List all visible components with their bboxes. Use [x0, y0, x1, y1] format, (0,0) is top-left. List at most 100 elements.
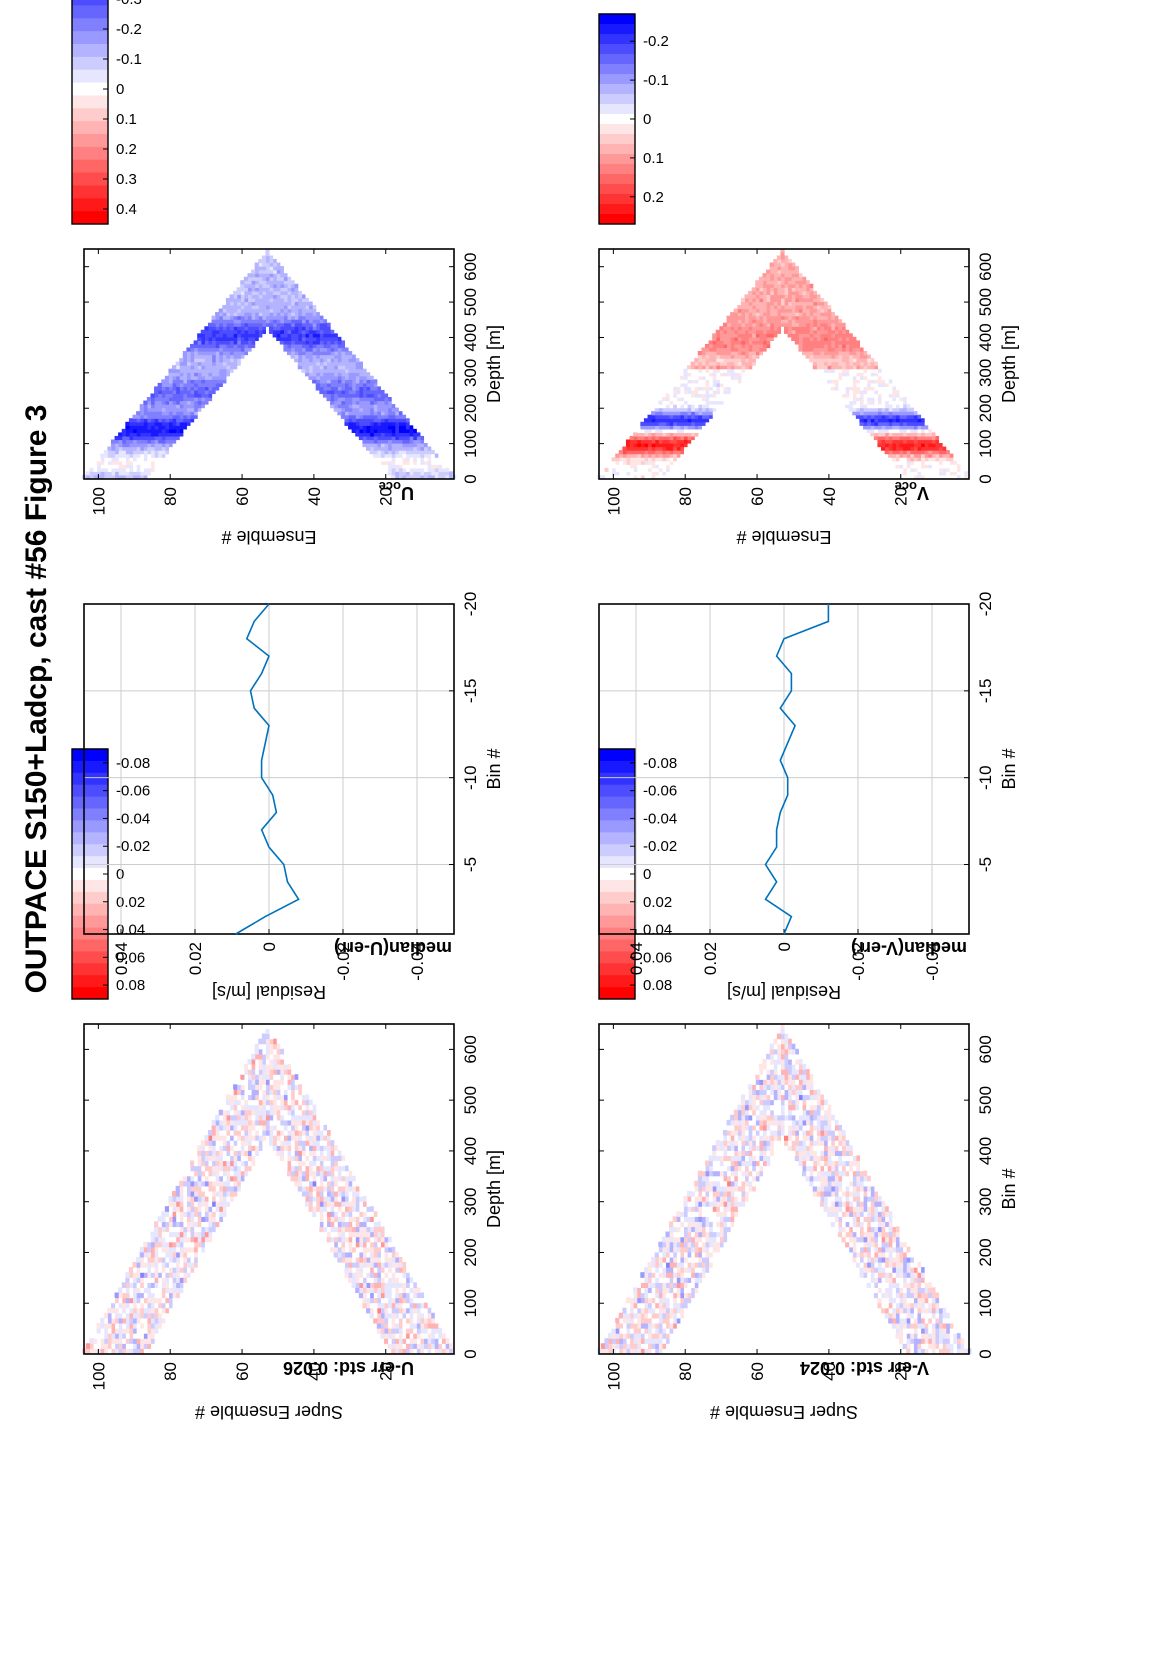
heatmap-cell: [200, 1206, 205, 1212]
heatmap-cell: [179, 414, 184, 419]
heatmap-cell: [114, 1333, 119, 1339]
heatmap-cell: [330, 351, 335, 356]
heatmap-cell: [866, 1211, 871, 1217]
heatmap-cell: [182, 368, 187, 373]
heatmap-cell: [103, 457, 108, 462]
heatmap-cell: [297, 319, 302, 324]
heatmap-cell: [877, 1196, 882, 1202]
heatmap-cell: [877, 1256, 882, 1263]
heatmap-cell: [283, 1109, 288, 1116]
heatmap-cell: [841, 1130, 846, 1136]
heatmap-cell: [247, 319, 252, 324]
heatmap-cell: [376, 443, 381, 448]
heatmap-cell: [362, 1292, 367, 1299]
ytick-label: 500: [461, 288, 480, 316]
heatmap-cell: [261, 1064, 266, 1070]
heatmap-cell: [301, 319, 306, 324]
heatmap-cell: [294, 1170, 299, 1177]
heatmap-cell: [200, 393, 205, 398]
heatmap-cell: [200, 1236, 205, 1243]
heatmap-cell: [369, 428, 374, 433]
heatmap-cell: [358, 1251, 363, 1258]
heatmap-cell: [326, 340, 331, 345]
heatmap-cell: [139, 404, 144, 409]
heatmap-cell: [394, 1333, 399, 1339]
heatmap-cell: [340, 1216, 346, 1222]
heatmap-cell: [175, 1236, 180, 1243]
heatmap-cell: [200, 1216, 205, 1222]
heatmap-cell: [351, 414, 356, 419]
heatmap-cell: [383, 446, 389, 451]
heatmap-cell: [247, 312, 252, 317]
heatmap-cell: [891, 1307, 896, 1314]
heatmap-cell: [251, 1124, 256, 1131]
heatmap-cell: [312, 336, 317, 341]
heatmap-cell: [884, 1221, 889, 1228]
heatmap-cell: [304, 361, 310, 366]
colorbar-swatch: [72, 56, 108, 70]
heatmap-cell: [794, 1150, 799, 1156]
heatmap-cell: [179, 358, 184, 363]
heatmap-cell: [409, 1292, 414, 1299]
heatmap-cell: [319, 329, 324, 334]
heatmap-cell: [819, 1170, 825, 1177]
heatmap-cell: [218, 351, 223, 356]
heatmap-cell: [265, 1048, 270, 1055]
heatmap-cell: [265, 269, 270, 274]
heatmap-cell: [211, 386, 216, 391]
heatmap-cell: [322, 1231, 328, 1238]
heatmap-cell: [405, 467, 410, 472]
heatmap-cell: [881, 1287, 886, 1294]
heatmap-cell: [294, 1140, 299, 1146]
heatmap-cell: [931, 1343, 936, 1349]
heatmap-cell: [204, 1160, 209, 1167]
heatmap-cell: [283, 1119, 288, 1126]
heatmap-cell: [211, 343, 216, 349]
heatmap-cell: [376, 404, 381, 409]
heatmap-cell: [845, 1206, 850, 1212]
colorbar-swatch: [72, 17, 108, 32]
heatmap-cell: [236, 354, 241, 359]
heatmap-cell: [380, 1246, 385, 1253]
heatmap-cell: [132, 1272, 137, 1278]
heatmap-cell: [845, 1180, 850, 1187]
heatmap-cell: [830, 1124, 835, 1131]
colorbar-tick-label: 0.4: [116, 201, 137, 218]
heatmap-cell: [326, 393, 331, 398]
heatmap-cell: [859, 1221, 864, 1228]
heatmap-cell: [118, 1302, 123, 1309]
heatmap-cell: [366, 1246, 371, 1253]
heatmap-cell: [322, 358, 328, 363]
heatmap-cell: [207, 1211, 213, 1217]
heatmap-cell: [340, 414, 346, 419]
heatmap-cell: [297, 1145, 302, 1151]
heatmap-cell: [146, 450, 152, 455]
heatmap-cell: [931, 1312, 936, 1319]
heatmap-cell: [319, 1180, 324, 1187]
heatmap-cell: [369, 1302, 374, 1309]
heatmap-cell: [812, 1124, 817, 1131]
heatmap-cell: [322, 368, 328, 373]
heatmap-cell: [881, 1216, 886, 1222]
heatmap-cell: [251, 1064, 256, 1070]
heatmap-cell: [211, 1211, 216, 1217]
heatmap-cell: [798, 1074, 803, 1080]
heatmap-cell: [366, 1241, 371, 1248]
heatmap-cell: [215, 1211, 220, 1217]
heatmap-cell: [330, 372, 335, 377]
heatmap-cell: [827, 1190, 832, 1197]
heatmap-cell: [186, 1185, 191, 1192]
heatmap-cell: [233, 333, 238, 338]
heatmap-cell: [93, 467, 98, 472]
heatmap-cell: [222, 354, 227, 359]
heatmap-cell: [297, 1089, 302, 1096]
heatmap-cell: [279, 1053, 284, 1060]
heatmap-cell: [373, 404, 378, 409]
heatmap-cell: [355, 372, 360, 377]
heatmap-cell: [240, 1165, 245, 1172]
heatmap-cell: [369, 1262, 374, 1268]
heatmap-cell: [283, 333, 288, 338]
heatmap-cell: [189, 1175, 195, 1182]
heatmap-cell: [272, 276, 277, 281]
heatmap-cell: [387, 1297, 392, 1304]
